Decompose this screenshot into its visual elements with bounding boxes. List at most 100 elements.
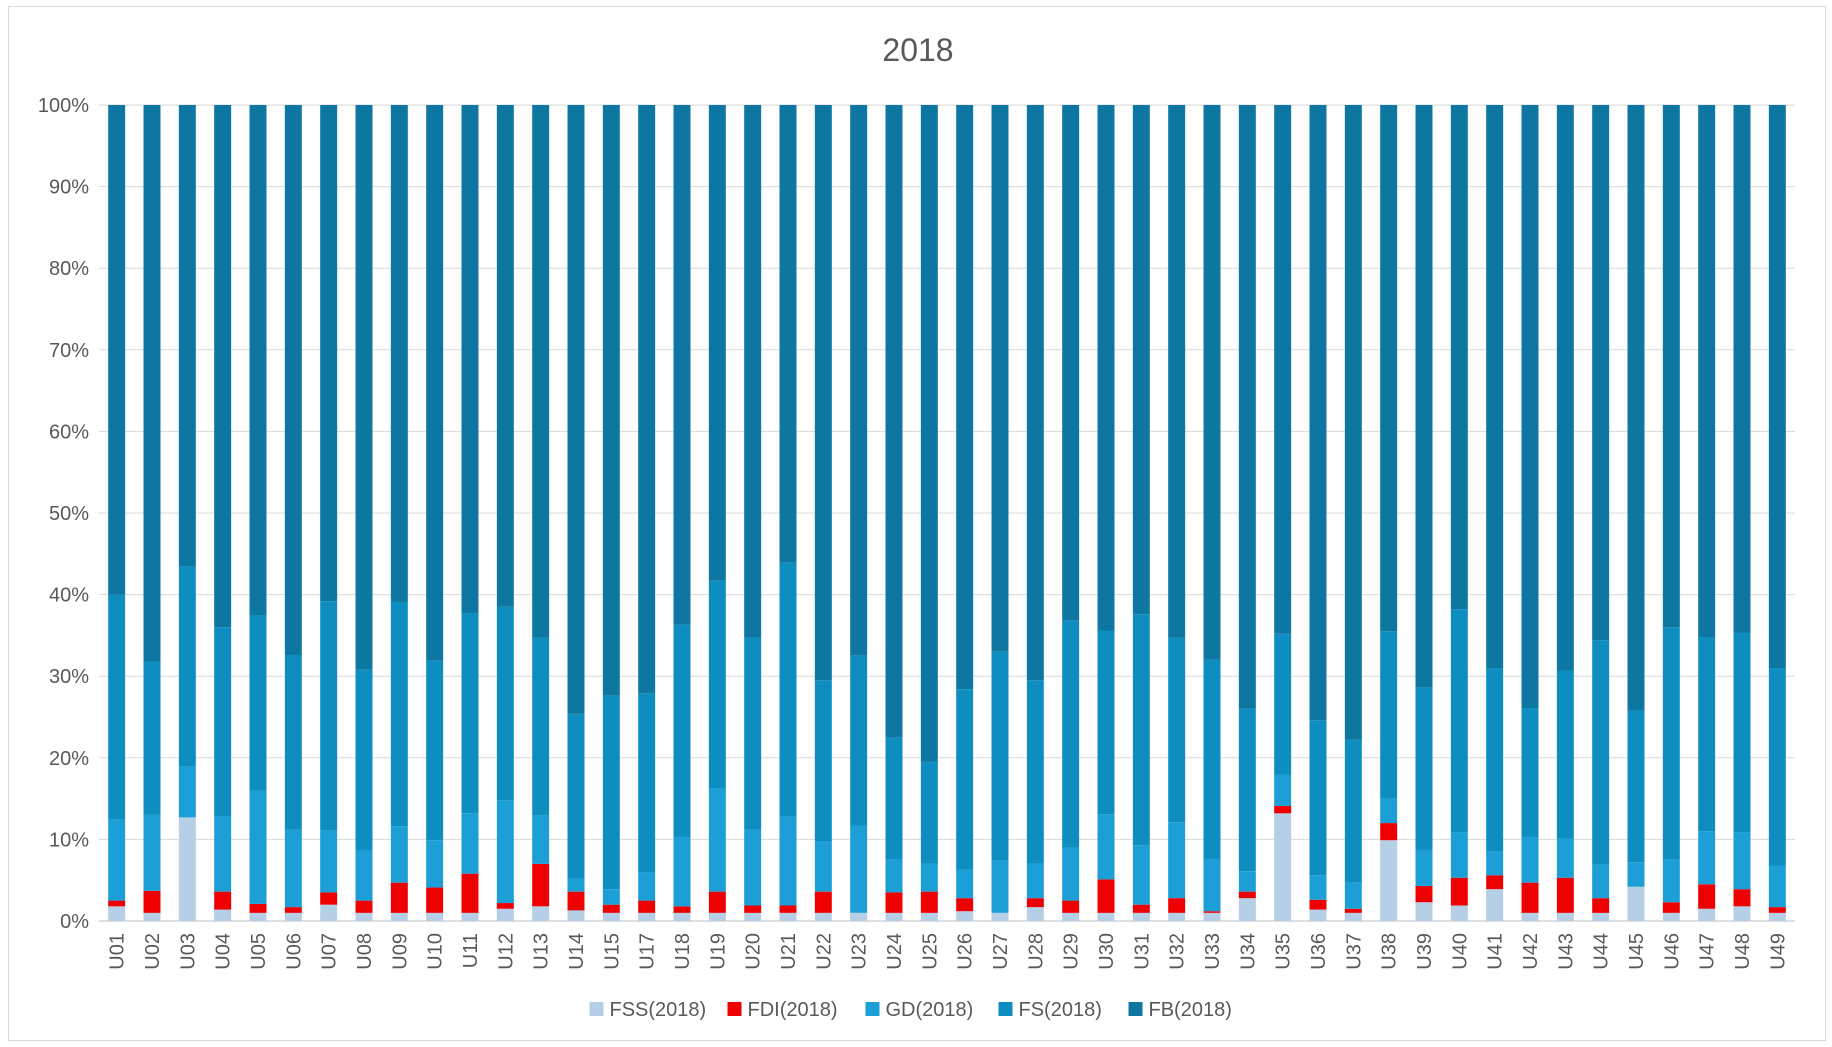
bar-segment <box>355 850 373 901</box>
bar-segment <box>1662 859 1680 903</box>
bar-segment <box>1627 862 1645 887</box>
bar-segment <box>1062 847 1080 901</box>
bar-segment <box>249 912 267 921</box>
bar-segment <box>991 105 1009 652</box>
bar-segment <box>708 891 726 913</box>
bar-segment <box>426 105 444 661</box>
bar-segment <box>1768 907 1786 913</box>
bars <box>108 105 1786 921</box>
bar-segment <box>1556 670 1574 839</box>
x-tick-label: U33 <box>1202 933 1224 970</box>
bar-segment <box>1097 912 1115 921</box>
bar-segment <box>1274 105 1292 634</box>
bar-segment <box>355 105 373 670</box>
bar-segment <box>673 836 691 907</box>
bar-segment <box>1698 908 1716 921</box>
bar-segment <box>532 105 550 638</box>
bar-segment <box>1026 898 1044 908</box>
bar-segment <box>1768 912 1786 921</box>
x-tick-label: U14 <box>566 933 588 970</box>
x-tick-label: U45 <box>1626 933 1648 970</box>
bar-segment <box>143 105 161 662</box>
x-tick-label: U29 <box>1061 933 1083 970</box>
bar-segment <box>214 627 232 817</box>
y-tick-label: 70% <box>49 340 89 362</box>
bar-segment <box>814 912 832 921</box>
x-tick-label: U34 <box>1237 933 1259 970</box>
bar-segment <box>1380 823 1398 841</box>
x-axis-labels: U01 U02 U03 U04 U05 U06 U07 U08 U09 U10 U11 U12 U13 U… <box>107 933 1790 970</box>
legend-swatch <box>727 1002 742 1016</box>
bar-segment <box>1486 105 1504 669</box>
y-tick-label: 40% <box>49 585 89 607</box>
x-tick-label: U11 <box>460 933 482 968</box>
y-axis-labels: 0% 10% 20% 30% 40% 50% 60% 70% 80% 90% 100% <box>38 95 89 933</box>
bar-segment <box>532 906 550 921</box>
bar-segment <box>1274 774 1292 806</box>
x-tick-label: U26 <box>955 933 977 970</box>
bar-segment <box>178 817 196 921</box>
x-tick-label: U43 <box>1555 933 1577 970</box>
bar-segment <box>390 912 408 921</box>
x-tick-label: U20 <box>743 933 765 970</box>
bar-segment <box>1309 899 1327 910</box>
bar-segment <box>885 737 903 860</box>
bar-segment <box>744 105 762 638</box>
bar-segment <box>496 606 514 801</box>
y-tick-label: 90% <box>49 177 89 199</box>
x-tick-label: U03 <box>177 933 199 970</box>
bar-segment <box>1556 877 1574 913</box>
bar-segment <box>1132 904 1150 913</box>
bar-segment <box>143 890 161 913</box>
bar-segment <box>850 655 868 826</box>
bar-segment <box>920 105 938 762</box>
bar-segment <box>885 105 903 738</box>
bar-segment <box>532 637 550 816</box>
bar-segment <box>1592 864 1610 899</box>
bar-segment <box>1733 889 1751 907</box>
bar-segment <box>143 661 161 815</box>
bar-segment <box>1344 882 1362 909</box>
bar-segment <box>1309 720 1327 876</box>
chart-title: 2018 <box>882 32 953 68</box>
x-tick-label: U15 <box>601 933 623 970</box>
x-tick-label: U49 <box>1767 933 1789 970</box>
y-tick-label: 30% <box>49 666 89 688</box>
bar-segment <box>284 829 302 908</box>
bar-segment <box>673 624 691 837</box>
x-tick-label: U40 <box>1449 933 1471 970</box>
bar-segment <box>1521 105 1539 709</box>
bar-segment <box>1168 912 1186 921</box>
y-tick-label: 20% <box>49 748 89 770</box>
bar-segment <box>1733 832 1751 890</box>
bar-segment <box>1627 105 1645 711</box>
bar-segment <box>1380 798 1398 824</box>
x-tick-label: U07 <box>319 933 341 970</box>
legend-swatch <box>998 1002 1013 1016</box>
bar-segment <box>214 105 232 628</box>
bar-segment <box>390 105 408 602</box>
bar-segment <box>1380 840 1398 921</box>
bar-segment <box>1556 105 1574 671</box>
bar-segment <box>178 566 196 767</box>
x-tick-label: U30 <box>1096 933 1118 970</box>
bar-segment <box>779 562 797 817</box>
bar-segment <box>1132 614 1150 846</box>
bar-segment <box>1662 902 1680 913</box>
x-tick-label: U37 <box>1343 933 1365 970</box>
y-tick-label: 50% <box>49 503 89 525</box>
bar-segment <box>1097 105 1115 631</box>
bar-segment <box>532 815 550 864</box>
bar-segment <box>1486 851 1504 876</box>
bar-segment <box>1203 911 1221 913</box>
bar-segment <box>1415 902 1433 921</box>
bar-segment <box>1698 105 1716 638</box>
x-tick-label: U02 <box>142 933 164 970</box>
bar-segment <box>1521 836 1539 883</box>
x-tick-label: U48 <box>1732 933 1754 970</box>
bar-segment <box>638 693 656 873</box>
bar-segment <box>1662 105 1680 628</box>
y-tick-label: 60% <box>49 421 89 443</box>
bar-segment <box>390 601 408 827</box>
bar-segment <box>1238 891 1256 899</box>
